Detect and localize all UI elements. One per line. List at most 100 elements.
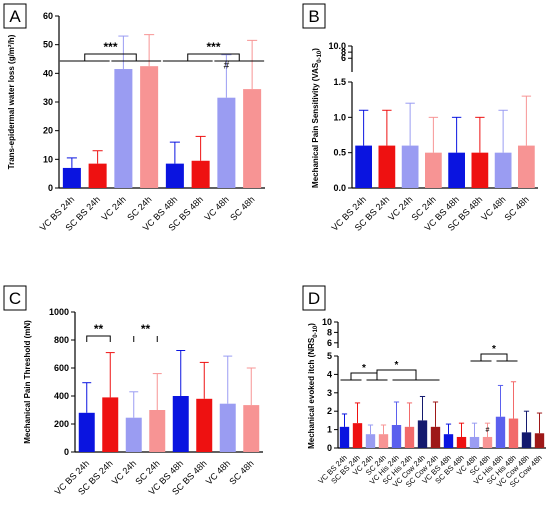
bar [425,152,442,188]
bracket [350,372,378,380]
y-axis-tick-label: 3 [327,388,332,398]
bar [219,403,236,452]
y-axis-tick-label: 0 [48,183,53,193]
bar [534,433,545,448]
bar [62,167,81,188]
significance-label: ** [141,322,151,336]
bar [339,426,350,448]
bar [243,89,262,188]
bar [114,69,133,188]
hash-label: # [486,427,490,434]
bracket [86,335,111,342]
significance-label: *** [103,40,117,54]
significance-label: *** [206,40,220,54]
bar [404,426,415,448]
category-label: VC 48h [204,458,232,486]
bar [196,398,213,452]
panel-letter: B [308,7,319,26]
bracket [84,53,137,61]
panel-letter: A [9,7,21,26]
y-axis-tick-label: 2 [327,406,332,416]
bar [471,152,489,188]
bar [482,436,493,448]
bar [243,405,260,452]
bar [191,160,210,188]
category-label: VC 24h [110,458,138,486]
y-axis-tick-label: 50 [43,40,53,50]
bar [430,426,441,448]
y-axis-upper-tick-label: 6 [341,53,346,63]
y-axis-tick-label: 600 [54,363,69,373]
category-label: VC 48h [202,194,230,222]
bar [469,436,480,448]
bar [521,432,532,448]
y-axis-tick-label: 4 [327,369,332,379]
y-axis-tick-label: 400 [54,391,69,401]
hash-label: # [224,61,230,72]
bar [125,417,142,452]
y-axis-tick-label: 1 [327,425,332,435]
bar [518,145,535,188]
y-axis-tick-label: 10 [43,154,53,164]
y-axis-tick-label: 1.5 [333,77,346,87]
category-label: VC 24h [386,194,414,222]
y-axis-tick-label: 30 [43,97,53,107]
panel-letter-box [302,3,326,29]
bar [494,152,512,188]
significance-label: * [362,363,366,374]
panel-letter: C [9,289,21,308]
y-axis-tick-label: 60 [43,11,53,21]
bar [149,410,166,452]
bar [448,152,465,188]
y-axis-tick-label: 200 [54,419,69,429]
y-axis-upper-tick-label: 8 [341,47,346,57]
y-axis-tick-label: 0.0 [333,183,346,193]
bracket [376,369,417,380]
bar [508,418,519,448]
y-axis-upper-tick-label: 8 [327,327,332,337]
panel-letter-box [302,285,326,311]
bar [378,434,389,448]
y-axis-tick-label: 20 [43,126,53,136]
significance-label: ** [94,322,104,336]
bar [102,397,119,452]
bar [401,145,419,188]
y-axis-label: Mechanical Pain Sensitivity (VAS0-10) [311,48,323,188]
y-axis-upper-tick-label: 10.0 [328,41,346,51]
y-axis-tick-label: 1000 [49,307,69,317]
bar [352,423,363,448]
panel-letter: D [308,289,320,308]
y-axis-tick-label: 40 [43,68,53,78]
bar [165,163,184,188]
category-label: VC 48h [479,194,507,222]
bar [456,436,467,448]
bar [391,425,402,448]
bar [140,66,159,188]
category-label: SC 48h [227,458,255,486]
significance-label: * [395,360,399,371]
bar [355,145,372,188]
panel-letter-box [3,3,27,29]
panel-a: A 0 10 20 30 40 50 60 Trans-epidermal water loss… [3,3,265,233]
y-axis-tick-label: 800 [54,335,69,345]
category-label: SC 48h [502,194,530,222]
bar [78,412,95,452]
bar [417,420,428,448]
bar [217,97,236,188]
significance-label: * [492,344,496,355]
bracket [187,53,240,61]
category-label: VC 24h [99,194,127,222]
y-axis-upper-tick-label: 10 [322,317,332,327]
bar [443,434,454,448]
bar [378,145,396,188]
category-label: SC 48h [228,194,256,222]
y-axis-label: Mechanical Pain Threshold (mN) [23,320,32,444]
bar [88,163,107,188]
y-axis-tick-label: 0 [64,447,69,457]
bar [495,416,506,448]
y-axis-upper-tick-label: 6 [327,338,332,348]
bar [365,434,376,448]
